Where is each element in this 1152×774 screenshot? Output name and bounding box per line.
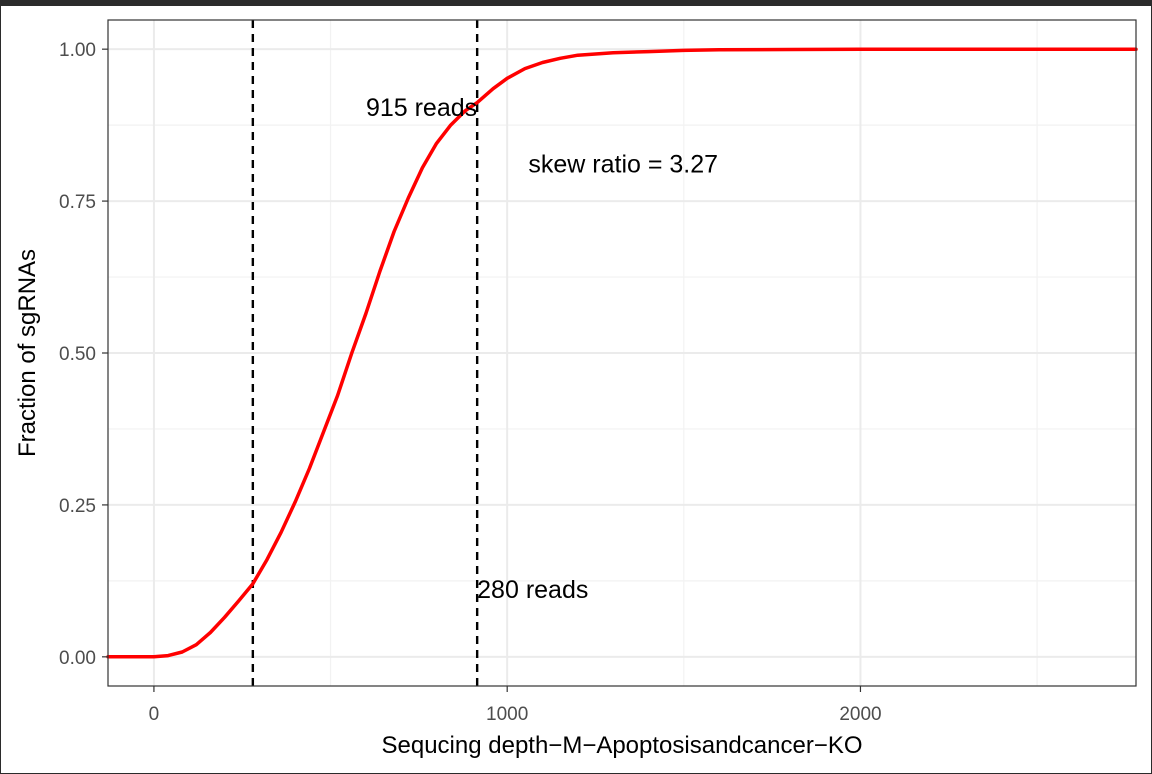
minor-gridlines <box>108 20 1136 686</box>
x-tick-label: 2000 <box>839 704 881 725</box>
window-frame-left <box>0 0 1 774</box>
y-axis-ticks: 0.00 0.25 0.50 0.75 1.00 <box>59 40 108 669</box>
annotations: 915 reads 280 reads skew ratio = 3.27 <box>366 94 718 604</box>
window-top-bar <box>0 0 1152 6</box>
annotation-label: skew ratio = 3.27 <box>528 151 718 179</box>
y-tick-label: 1.00 <box>59 40 96 61</box>
x-tick-label: 1000 <box>486 704 528 725</box>
y-tick-label: 0.25 <box>59 496 96 517</box>
y-tick-label: 0.50 <box>59 344 96 365</box>
y-axis-label: Fraction of sgRNAs <box>14 249 41 457</box>
x-axis-label: Sequcing depth−M−Apoptosisandcancer−KO <box>382 732 863 759</box>
y-tick-label: 0.75 <box>59 192 96 213</box>
data-series <box>106 47 1138 659</box>
x-axis-ticks: 0 1000 2000 <box>149 686 882 725</box>
major-gridlines <box>108 20 1136 686</box>
annotation-label: 915 reads <box>366 94 477 122</box>
y-tick-label: 0.00 <box>59 648 96 669</box>
series-line <box>106 47 1138 659</box>
x-tick-label: 0 <box>149 704 160 725</box>
annotation-label: 280 reads <box>477 576 588 604</box>
